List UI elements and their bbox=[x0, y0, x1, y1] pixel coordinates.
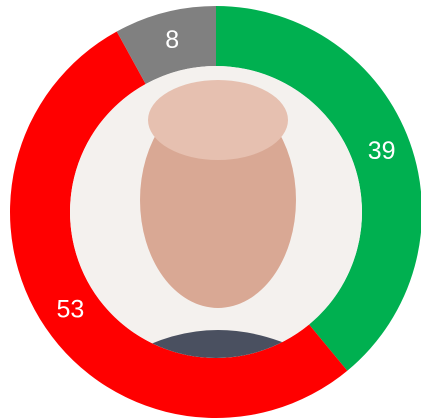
value-label: 53 bbox=[57, 296, 85, 324]
slice bbox=[10, 31, 348, 418]
slice bbox=[116, 6, 216, 85]
labels: 39 53 8 bbox=[57, 26, 396, 323]
value-label: 8 bbox=[165, 26, 179, 54]
portrait-placeholder bbox=[70, 66, 362, 358]
slice bbox=[216, 6, 421, 371]
value-label: 39 bbox=[368, 137, 396, 165]
slices bbox=[10, 6, 421, 418]
